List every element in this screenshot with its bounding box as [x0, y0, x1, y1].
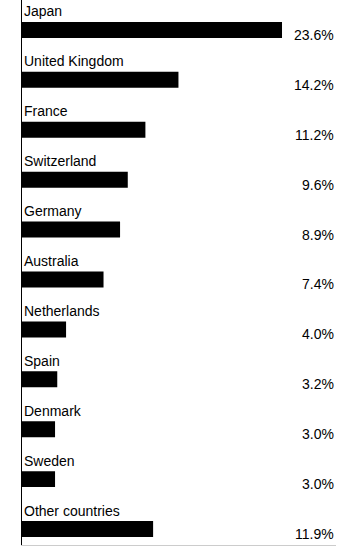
- svg-text:8.9%: 8.9%: [302, 227, 334, 243]
- svg-text:Australia: Australia: [24, 253, 79, 269]
- svg-text:Japan: Japan: [24, 3, 62, 19]
- svg-text:Other countries: Other countries: [24, 503, 120, 519]
- svg-text:Switzerland: Switzerland: [24, 153, 96, 169]
- svg-text:Germany: Germany: [24, 203, 82, 219]
- svg-text:Sweden: Sweden: [24, 453, 75, 469]
- svg-text:4.0%: 4.0%: [302, 326, 334, 342]
- svg-text:United Kingdom: United Kingdom: [24, 53, 124, 69]
- svg-text:3.0%: 3.0%: [302, 426, 334, 442]
- svg-text:Denmark: Denmark: [24, 403, 82, 419]
- svg-text:9.6%: 9.6%: [302, 177, 334, 193]
- svg-text:3.2%: 3.2%: [302, 376, 334, 392]
- svg-text:France: France: [24, 103, 68, 119]
- svg-text:14.2%: 14.2%: [294, 77, 334, 93]
- svg-text:3.0%: 3.0%: [302, 476, 334, 492]
- svg-text:7.4%: 7.4%: [302, 276, 334, 292]
- svg-text:11.2%: 11.2%: [295, 127, 334, 143]
- svg-text:23.6%: 23.6%: [294, 27, 334, 43]
- svg-text:11.9%: 11.9%: [295, 526, 334, 542]
- svg-text:Netherlands: Netherlands: [24, 303, 100, 319]
- svg-text:Spain: Spain: [24, 353, 60, 369]
